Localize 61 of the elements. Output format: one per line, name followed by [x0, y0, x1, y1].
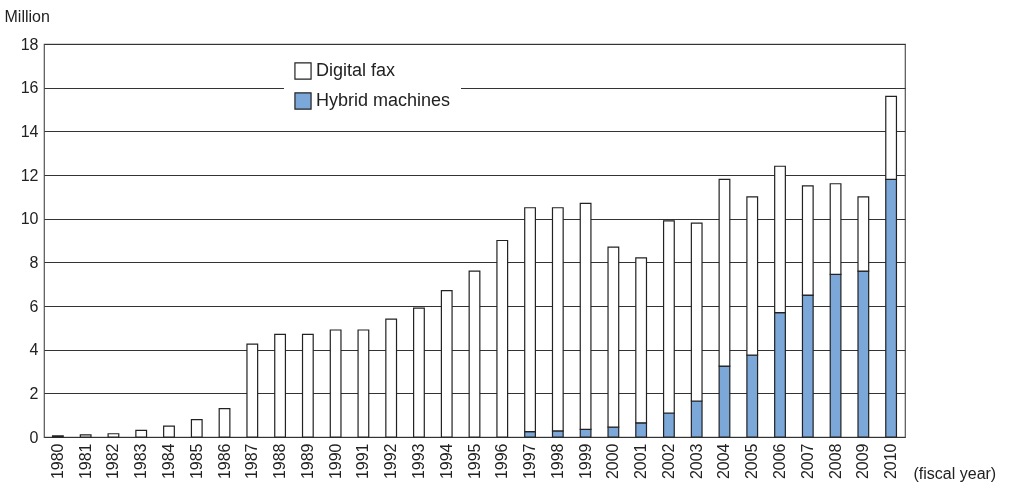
bar [329, 329, 342, 438]
bar [246, 343, 259, 438]
bar [440, 290, 453, 438]
x-tick-label: 1997 [521, 443, 539, 480]
x-tick-label: 2002 [659, 443, 677, 480]
x-tick-label: 1981 [76, 443, 94, 480]
x-tick-label: 2001 [632, 443, 650, 480]
x-tick-label: 2008 [826, 443, 844, 480]
x-tick-label: 2006 [771, 443, 789, 480]
x-tick-label: 1993 [409, 443, 427, 480]
x-tick-label: 2000 [604, 443, 622, 480]
y-tick-label: 6 [29, 297, 39, 315]
bar [218, 408, 231, 438]
x-tick-label: 2010 [882, 443, 900, 480]
x-tick-label: 1989 [298, 443, 316, 480]
bar [385, 318, 398, 438]
x-tick-label: 1988 [271, 443, 289, 480]
bar [107, 433, 120, 438]
x-tick-label: 1983 [132, 443, 150, 480]
x-tick-label: 2004 [715, 443, 733, 480]
y-tick-label: 16 [20, 79, 39, 97]
bar [357, 329, 370, 438]
bar [496, 239, 509, 438]
x-tick-label: 1995 [465, 443, 483, 480]
y-axis-title: Million [4, 7, 50, 25]
x-tick-label: 2003 [687, 443, 705, 480]
x-tick-label: 1990 [326, 443, 344, 480]
legend-label: Digital fax [316, 60, 396, 80]
x-tick-label: 1991 [354, 443, 372, 480]
x-tick-label: 1986 [215, 443, 233, 480]
x-tick-label: 1987 [243, 443, 261, 480]
y-tick-label: 0 [29, 428, 39, 446]
x-tick-label: 1999 [576, 443, 594, 480]
x-tick-label: 1982 [104, 443, 122, 480]
y-tick-label: 4 [29, 341, 39, 359]
x-tick-label: 2005 [743, 443, 761, 480]
x-tick-label: 2007 [798, 443, 816, 480]
y-tick-label: 8 [29, 253, 39, 271]
y-tick-label: 2 [29, 384, 39, 402]
x-tick-label: 1980 [48, 443, 66, 480]
y-tick-label: 14 [20, 122, 39, 140]
bar [274, 333, 287, 438]
x-tick-label: 1985 [187, 443, 205, 480]
legend-label: Hybrid machines [316, 90, 451, 110]
x-tick-label: 1984 [159, 443, 177, 480]
y-tick-label: 10 [20, 210, 39, 228]
x-tick-label: 1998 [548, 443, 566, 480]
y-tick-label: 12 [20, 166, 39, 184]
x-axis-title: (fiscal year) [913, 464, 997, 482]
x-tick-label: 2009 [854, 443, 872, 480]
bar [301, 333, 314, 438]
bar [163, 425, 175, 438]
bar [190, 418, 203, 438]
x-tick-label: 1994 [437, 443, 455, 480]
bar [135, 429, 148, 438]
bar [413, 307, 425, 438]
x-tick-label: 1996 [493, 443, 511, 480]
y-tick-label: 18 [20, 35, 39, 53]
x-tick-label: 1992 [382, 443, 400, 480]
bar [79, 434, 92, 438]
bar [468, 270, 481, 438]
